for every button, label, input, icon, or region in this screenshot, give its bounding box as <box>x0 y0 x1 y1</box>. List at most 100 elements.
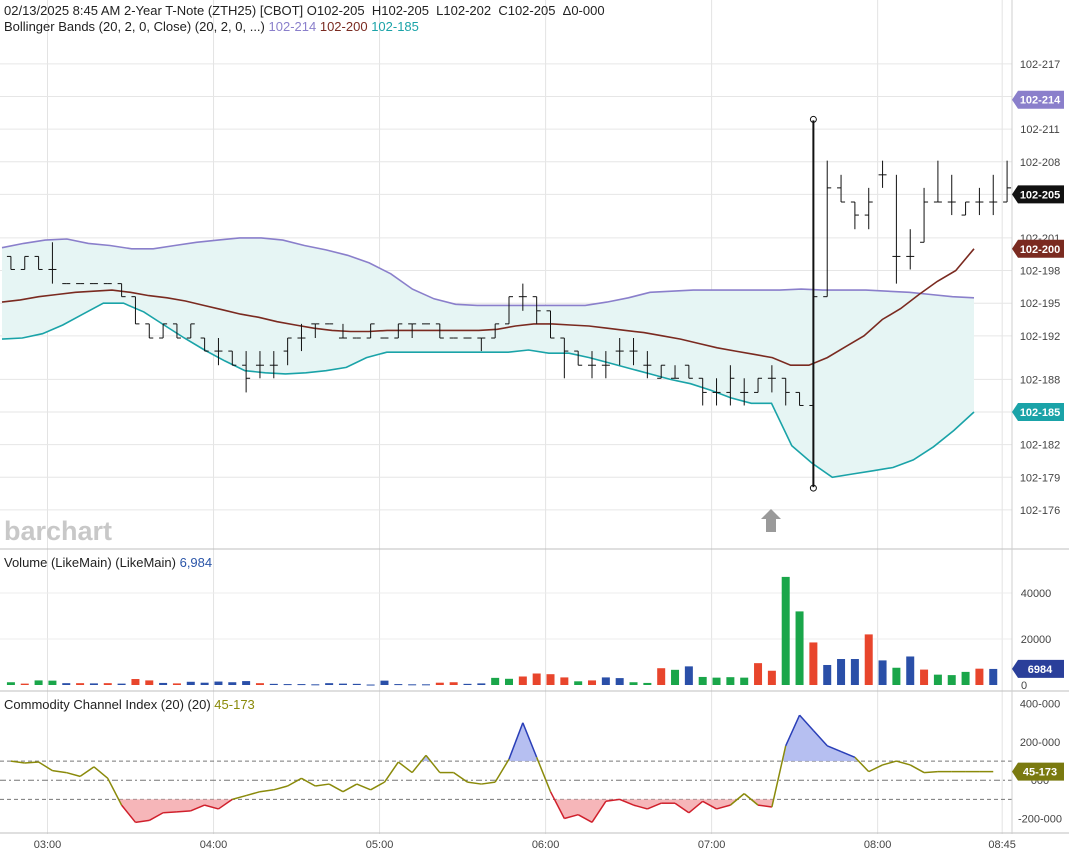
volume-badge: 6984 <box>1012 659 1064 678</box>
cci-line-segment <box>729 793 745 806</box>
volume-bar <box>740 677 749 685</box>
cci-line-segment <box>328 783 344 793</box>
ohlc-bar <box>712 378 721 406</box>
ohlc-bar <box>6 255 15 270</box>
ohlc-bar <box>394 323 403 339</box>
ohlc-bar <box>947 174 956 216</box>
last-price-badge: 102-205 <box>1012 185 1064 204</box>
cci-line-segment <box>467 781 482 785</box>
cci-line-segment <box>577 814 593 823</box>
volume-bar <box>588 680 597 685</box>
cci-line-segment <box>882 760 897 766</box>
cci-oversold-fill <box>619 799 738 813</box>
bollinger-legend[interactable]: Bollinger Bands (20, 2, 0, Close) (20, 2… <box>4 19 419 34</box>
cci-oversold-fill <box>751 799 774 807</box>
ohlc-bar <box>975 187 984 216</box>
volume-badge-shape <box>1012 659 1064 678</box>
ohlc-bar <box>518 283 527 311</box>
volume-bar <box>34 680 43 685</box>
cci-line-segment <box>522 722 538 758</box>
cci-line-segment <box>383 761 399 783</box>
ohlc-bar <box>297 323 306 352</box>
cci-line-segment <box>10 760 25 764</box>
volume-bar <box>463 683 472 685</box>
volume-bar <box>629 682 638 685</box>
ohlc-bar <box>850 201 859 230</box>
cci-line-segment <box>868 764 883 773</box>
volume-bar <box>283 684 292 686</box>
volume-bar <box>781 576 790 685</box>
ohlc-bar <box>408 323 417 339</box>
volume-bar <box>242 681 251 685</box>
ohlc-bar <box>601 351 610 379</box>
ohlc-bar <box>629 338 638 366</box>
cci-line-segment <box>812 729 828 747</box>
cci-line-segment <box>481 781 496 785</box>
volume-bar <box>560 677 569 685</box>
volume-value: 6,984 <box>179 555 213 570</box>
volume-bar <box>961 671 970 685</box>
ohlc-bar <box>532 296 541 324</box>
volume-params: (LikeMain) <box>115 555 176 570</box>
cci-line-segment <box>826 745 842 753</box>
cci-params: (20) <box>187 697 211 712</box>
ohlc-bar <box>338 323 347 339</box>
bollinger-params: (20, 2, 0, ...) <box>194 19 265 34</box>
cci-line-segment <box>896 760 911 766</box>
ohlc-bar <box>20 255 29 270</box>
volume-bar <box>228 682 237 685</box>
cci-line-segment <box>107 777 123 806</box>
volume-tick-label: 40000 <box>1021 588 1052 600</box>
ohlc-bar <box>214 338 223 366</box>
volume-bar <box>837 659 846 685</box>
ohlc-bar <box>906 229 915 270</box>
volume-bar <box>546 674 555 685</box>
volume-bar <box>186 681 195 685</box>
cci-badge: 45-173 <box>1012 762 1064 781</box>
volume-bar <box>671 669 680 685</box>
volume-bar <box>48 680 57 685</box>
cci-line-segment <box>52 769 67 774</box>
volume-bar <box>421 684 430 686</box>
volume-bar <box>214 681 223 685</box>
volume-bar <box>947 675 956 685</box>
volume-bar <box>352 683 361 685</box>
volume-bar <box>657 668 666 685</box>
cci-legend[interactable]: Commodity Channel Index (20) (20) 45-173 <box>4 697 255 712</box>
main-legend: 02/13/2025 8:45 AM 2-Year T-Note (ZTH25)… <box>4 3 605 18</box>
cci-line-segment <box>301 777 316 787</box>
volume-bar <box>172 683 181 685</box>
ohlc-bar <box>560 337 569 379</box>
volume-bar <box>518 676 527 685</box>
volume-bar <box>62 683 71 685</box>
ohlc-bar <box>491 323 500 339</box>
time-tick-label: 03:00 <box>34 839 62 851</box>
ohlc-bar <box>172 323 181 339</box>
cci-line-segment <box>633 804 648 810</box>
price-tick-label: 102-179 <box>1020 472 1060 484</box>
cci-line-segment <box>259 789 274 793</box>
cci-line-segment <box>204 804 219 810</box>
time-tick-label: 05:00 <box>366 839 394 851</box>
cci-line-segment <box>66 771 81 778</box>
price-tick-label: 102-217 <box>1020 59 1060 71</box>
volume-bar <box>532 673 541 685</box>
volume-bar <box>698 676 707 685</box>
cci-line-segment <box>190 804 205 812</box>
bollinger-upper-line <box>1 237 975 307</box>
ohlc-bar <box>657 364 666 379</box>
jump-arrow-icon[interactable] <box>761 509 781 532</box>
cci-line-segment <box>342 783 358 793</box>
volume-legend[interactable]: Volume (LikeMain) (LikeMain) 6,984 <box>4 555 212 570</box>
bollinger-band-area <box>2 237 974 478</box>
cci-line-segment <box>535 756 552 792</box>
ohlc-bar <box>145 323 154 339</box>
volume-tick-label: 0 <box>1021 680 1027 692</box>
volume-bar <box>809 642 818 685</box>
volume-bar <box>103 683 112 685</box>
price-tick-label: 102-208 <box>1020 157 1060 169</box>
bollinger-upper-value: 102-214 <box>268 19 317 34</box>
volume-bar <box>435 682 444 685</box>
price-tick-label: 102-188 <box>1020 374 1060 386</box>
